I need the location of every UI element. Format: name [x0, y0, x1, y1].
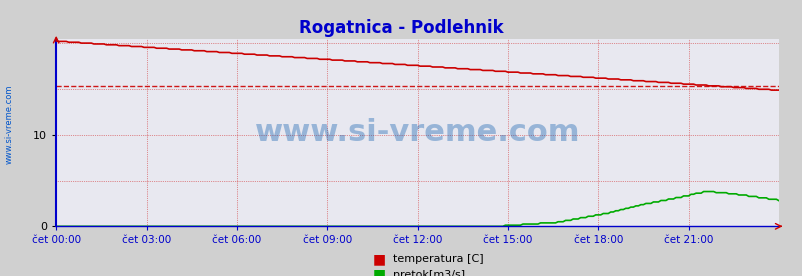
Text: Rogatnica - Podlehnik: Rogatnica - Podlehnik — [299, 19, 503, 37]
Text: temperatura [C]: temperatura [C] — [393, 254, 484, 264]
Text: pretok[m3/s]: pretok[m3/s] — [393, 270, 465, 276]
Text: www.si-vreme.com: www.si-vreme.com — [5, 84, 14, 164]
Text: www.si-vreme.com: www.si-vreme.com — [254, 118, 580, 147]
Text: ■: ■ — [372, 253, 385, 266]
Text: ■: ■ — [372, 268, 385, 276]
